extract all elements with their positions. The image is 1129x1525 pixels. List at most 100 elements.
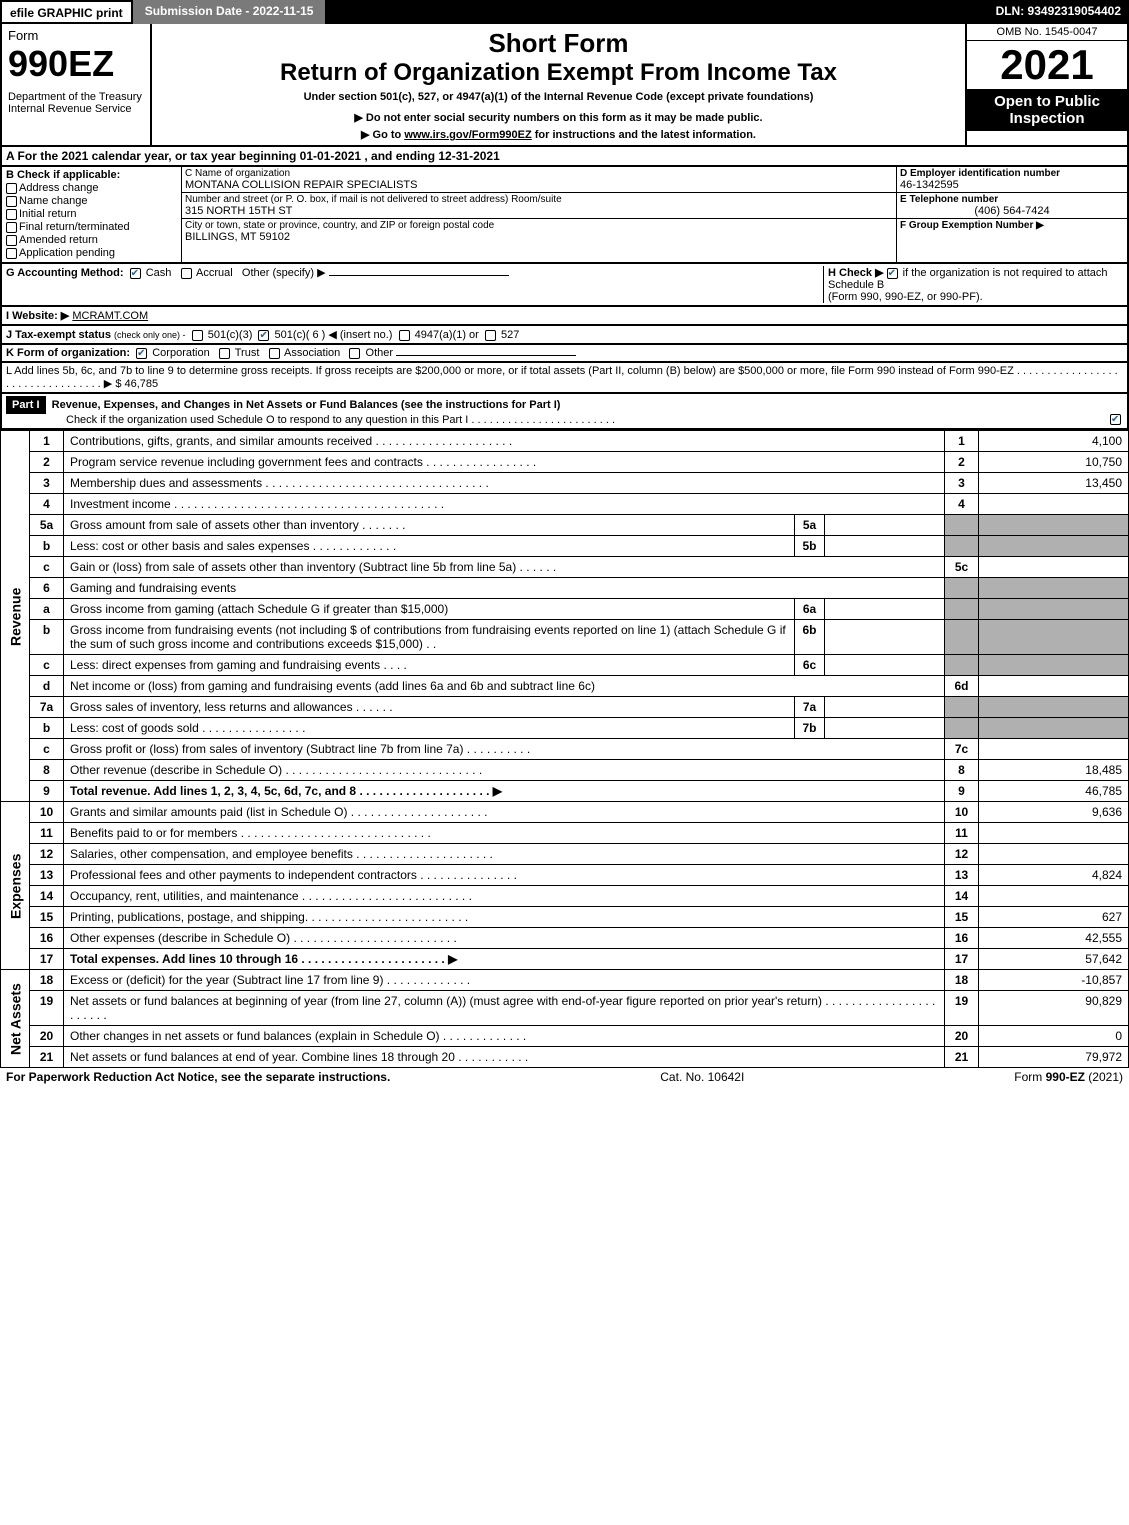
check-other-org[interactable] (349, 348, 360, 359)
line-amount (979, 718, 1129, 739)
form-header: Form 990EZ Department of the Treasury In… (0, 24, 1129, 147)
right-line-number (945, 536, 979, 557)
line-description: Benefits paid to or for members . . . . … (64, 823, 945, 844)
group-exemption-label: F Group Exemption Number ▶ (900, 220, 1124, 231)
under-section: Under section 501(c), 527, or 4947(a)(1)… (158, 91, 959, 103)
city-label: City or town, state or province, country… (185, 220, 893, 231)
dln-label: DLN: 93492319054402 (988, 0, 1129, 24)
paperwork-notice: For Paperwork Reduction Act Notice, see … (6, 1070, 390, 1084)
line-description: Gross amount from sale of assets other t… (64, 515, 795, 536)
check-amended-return[interactable]: Amended return (6, 234, 177, 246)
section-b-checkboxes: B Check if applicable: Address change Na… (2, 167, 182, 262)
mid-line-number: 6b (795, 620, 825, 655)
website-value[interactable]: MCRAMT.COM (72, 310, 148, 322)
check-527[interactable] (485, 330, 496, 341)
line-row: bGross income from fundraising events (n… (1, 620, 1129, 655)
line-number: 19 (30, 991, 64, 1026)
line-number: b (30, 620, 64, 655)
part-1-title: Revenue, Expenses, and Changes in Net As… (52, 399, 561, 411)
line-number: 17 (30, 949, 64, 970)
line-number: 12 (30, 844, 64, 865)
line-row: 16Other expenses (describe in Schedule O… (1, 928, 1129, 949)
mid-line-value (825, 655, 945, 676)
check-accrual[interactable] (181, 268, 192, 279)
line-amount (979, 536, 1129, 557)
check-501c3[interactable] (192, 330, 203, 341)
check-schedule-o-used[interactable] (1110, 414, 1121, 425)
section-def-block: D Employer identification number 46-1342… (897, 167, 1127, 262)
line-description: Printing, publications, postage, and shi… (64, 907, 945, 928)
line-number: 14 (30, 886, 64, 907)
ein-label: D Employer identification number (900, 168, 1124, 179)
line-row: 12Salaries, other compensation, and empl… (1, 844, 1129, 865)
mid-line-value (825, 718, 945, 739)
line-amount (979, 844, 1129, 865)
check-schedule-b-not-required[interactable] (887, 268, 898, 279)
goto-suffix: for instructions and the latest informat… (532, 129, 756, 141)
right-line-number: 11 (945, 823, 979, 844)
line-amount (979, 557, 1129, 578)
line-description: Contributions, gifts, grants, and simila… (64, 431, 945, 452)
mid-line-number: 7a (795, 697, 825, 718)
mid-line-value (825, 620, 945, 655)
right-line-number (945, 599, 979, 620)
irs-label: Internal Revenue Service (8, 103, 144, 115)
line-row: Net Assets18Excess or (deficit) for the … (1, 970, 1129, 991)
right-line-number: 5c (945, 557, 979, 578)
line-number: b (30, 536, 64, 557)
org-name-box: C Name of organization MONTANA COLLISION… (182, 167, 896, 193)
right-line-number: 2 (945, 452, 979, 473)
check-corporation[interactable] (136, 348, 147, 359)
check-4947[interactable] (399, 330, 410, 341)
check-cash[interactable] (130, 268, 141, 279)
irs-link[interactable]: www.irs.gov/Form990EZ (404, 129, 531, 141)
line-amount (979, 655, 1129, 676)
check-association[interactable] (269, 348, 280, 359)
check-name-change[interactable]: Name change (6, 195, 177, 207)
right-line-number (945, 655, 979, 676)
line-number: 21 (30, 1047, 64, 1068)
check-final-return[interactable]: Final return/terminated (6, 221, 177, 233)
line-row: 9Total revenue. Add lines 1, 2, 3, 4, 5c… (1, 781, 1129, 802)
mid-line-value (825, 515, 945, 536)
dept-treasury: Department of the Treasury (8, 91, 144, 103)
line-amount (979, 494, 1129, 515)
mid-line-number: 6a (795, 599, 825, 620)
line-description: Excess or (deficit) for the year (Subtra… (64, 970, 945, 991)
line-row: cGross profit or (loss) from sales of in… (1, 739, 1129, 760)
footer-form-ref: Form 990-EZ (2021) (1014, 1070, 1123, 1084)
line-number: 3 (30, 473, 64, 494)
other-specify-input[interactable] (329, 275, 509, 276)
city-value: BILLINGS, MT 59102 (185, 231, 893, 243)
line-description: Membership dues and assessments . . . . … (64, 473, 945, 494)
line-description: Other expenses (describe in Schedule O) … (64, 928, 945, 949)
top-bar: efile GRAPHIC print Submission Date - 20… (0, 0, 1129, 24)
goto-line: ▶ Go to www.irs.gov/Form990EZ for instru… (158, 128, 959, 141)
right-line-number: 18 (945, 970, 979, 991)
line-number: 16 (30, 928, 64, 949)
right-line-number (945, 697, 979, 718)
line-amount: 4,824 (979, 865, 1129, 886)
line-amount: 4,100 (979, 431, 1129, 452)
check-application-pending[interactable]: Application pending (6, 247, 177, 259)
line-description: Gross income from gaming (attach Schedul… (64, 599, 795, 620)
right-line-number: 21 (945, 1047, 979, 1068)
ein-box: D Employer identification number 46-1342… (897, 167, 1127, 193)
line-description: Gross profit or (loss) from sales of inv… (64, 739, 945, 760)
line-description: Gain or (loss) from sale of assets other… (64, 557, 945, 578)
other-org-input[interactable] (396, 355, 576, 356)
line-description: Program service revenue including govern… (64, 452, 945, 473)
line-row: 8Other revenue (describe in Schedule O) … (1, 760, 1129, 781)
check-initial-return[interactable]: Initial return (6, 208, 177, 220)
line-number: 4 (30, 494, 64, 515)
check-501c[interactable] (258, 330, 269, 341)
check-address-change[interactable]: Address change (6, 182, 177, 194)
phone-value: (406) 564-7424 (900, 205, 1124, 217)
goto-prefix: ▶ Go to (361, 129, 404, 141)
right-line-number: 6d (945, 676, 979, 697)
efile-print-label[interactable]: efile GRAPHIC print (0, 0, 133, 24)
line-amount: 9,636 (979, 802, 1129, 823)
gross-receipts-value: 46,785 (125, 378, 159, 390)
check-trust[interactable] (219, 348, 230, 359)
right-line-number: 13 (945, 865, 979, 886)
